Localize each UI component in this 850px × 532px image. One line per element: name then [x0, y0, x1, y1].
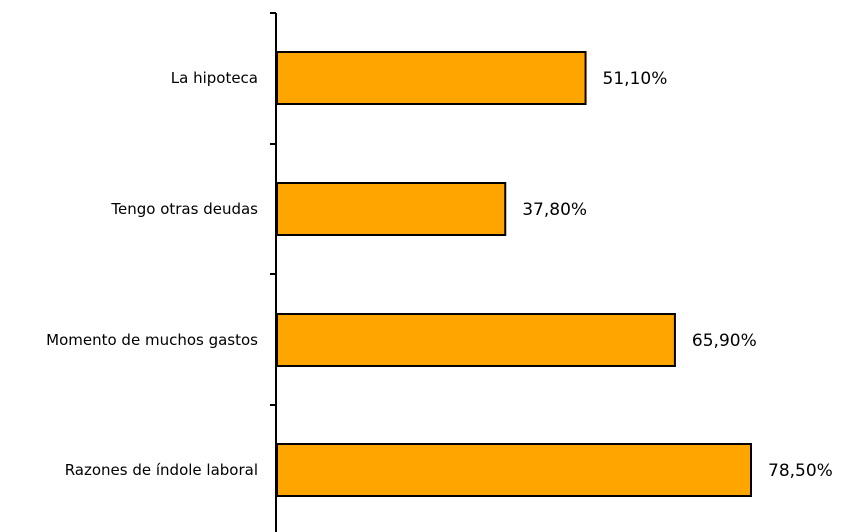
- axis-layer: [270, 12, 277, 532]
- value-label: 51,10%: [603, 69, 668, 89]
- labels-layer: La hipoteca 51,10% Tengo otras deudas 37,80…: [46, 69, 833, 481]
- bar: [276, 313, 676, 367]
- value-label: 37,80%: [522, 200, 587, 220]
- bar: [276, 182, 507, 236]
- bars-layer: [276, 51, 752, 497]
- category-label: La hipoteca: [171, 69, 258, 87]
- category-label: Tengo otras deudas: [110, 200, 258, 218]
- category-label: Razones de índole laboral: [65, 461, 258, 479]
- value-label: 65,90%: [692, 331, 757, 351]
- category-label: Momento de muchos gastos: [46, 331, 258, 349]
- value-label: 78,50%: [768, 461, 833, 481]
- bar: [276, 443, 752, 497]
- bar: [276, 51, 587, 105]
